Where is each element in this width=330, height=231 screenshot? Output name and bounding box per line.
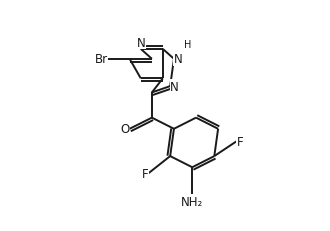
Text: H: H: [184, 40, 191, 50]
Text: N: N: [170, 80, 179, 93]
Text: NH₂: NH₂: [181, 195, 203, 208]
Text: N: N: [136, 37, 145, 50]
Text: Br: Br: [94, 53, 108, 66]
Text: F: F: [236, 135, 243, 148]
Text: O: O: [120, 123, 130, 136]
Text: F: F: [142, 167, 148, 180]
Text: N: N: [174, 53, 183, 66]
